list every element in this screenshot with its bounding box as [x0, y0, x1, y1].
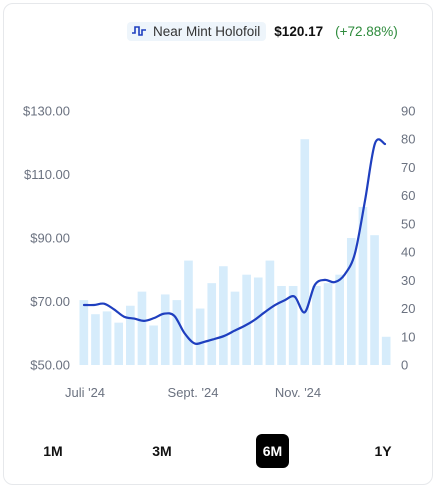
volume-bar [172, 300, 182, 365]
volume-bar [346, 238, 356, 365]
legend-item[interactable]: Near Mint Holofoil [127, 21, 267, 41]
volume-bar [288, 285, 298, 365]
right-axis-tick-label: 60 [401, 188, 415, 203]
volume-bar [149, 325, 158, 365]
step-line-icon [132, 26, 146, 36]
right-axis-tick-label: 70 [401, 160, 415, 175]
left-axis-tick-label: $130.00 [23, 104, 70, 119]
volume-bar [137, 291, 147, 365]
volume-bar [312, 285, 321, 365]
right-axis-tick-label: 0 [401, 358, 408, 373]
x-axis-tick-label: Sept. '24 [168, 385, 219, 400]
volume-bar [207, 283, 217, 365]
volume-bar [184, 260, 193, 365]
price-line [82, 138, 387, 345]
right-axis-tick-label: 80 [401, 132, 415, 147]
price-change-percent: (+72.88%) [335, 23, 398, 39]
volume-bar [219, 266, 228, 365]
volume-bar [114, 322, 124, 365]
volume-bar [277, 285, 286, 365]
volume-bar [381, 336, 391, 365]
volume-bar [160, 294, 170, 365]
range-button-1m[interactable]: 1M [36, 434, 70, 468]
left-axis-tick-label: $50.00 [30, 358, 70, 373]
volume-bar [335, 274, 344, 365]
volume-bar [195, 308, 205, 365]
left-axis-tick-label: $110.00 [24, 167, 70, 182]
left-axis-tick-label: $90.00 [30, 231, 70, 246]
current-price: $120.17 [274, 23, 324, 39]
volume-bar [230, 291, 240, 365]
right-axis-tick-label: 10 [401, 329, 415, 344]
range-button-6m[interactable]: 6M [256, 434, 289, 468]
volume-bar [242, 274, 251, 365]
time-range-selector: 1M 3M 6M 1Y [0, 434, 438, 468]
volume-bar [300, 139, 310, 365]
volume-bar [253, 277, 263, 365]
right-axis-tick-label: 90 [401, 104, 415, 119]
range-button-3m[interactable]: 3M [145, 434, 179, 468]
volume-bar [370, 235, 379, 365]
volume-bar [126, 305, 135, 365]
left-axis-tick-label: $70.00 [30, 294, 70, 309]
x-axis-tick-label: Nov. '24 [275, 385, 321, 400]
chart-legend[interactable]: Near Mint Holofoil $120.17 (+72.88%) [127, 20, 398, 42]
range-button-1y[interactable]: 1Y [366, 434, 400, 468]
volume-bar [265, 260, 275, 365]
right-axis-tick-label: 50 [401, 216, 415, 231]
volume-bar [102, 311, 112, 365]
volume-bar [323, 283, 333, 365]
volume-bar [358, 206, 368, 365]
right-axis-tick-label: 30 [401, 273, 415, 288]
right-axis-tick-label: 20 [401, 301, 415, 316]
x-axis-tick-label: Juli '24 [65, 385, 105, 400]
volume-bar [79, 300, 89, 365]
right-axis-tick-label: 40 [401, 245, 415, 260]
price-volume-chart: $130.00 $110.00 $90.00 $70.00 $50.00 90 80 70 60… [23, 104, 415, 401]
volume-bar [91, 314, 100, 365]
legend-series-name: Near Mint Holofoil [153, 23, 261, 39]
